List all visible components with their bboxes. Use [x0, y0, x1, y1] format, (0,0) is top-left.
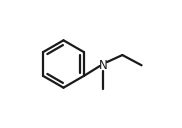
- Text: N: N: [99, 59, 108, 72]
